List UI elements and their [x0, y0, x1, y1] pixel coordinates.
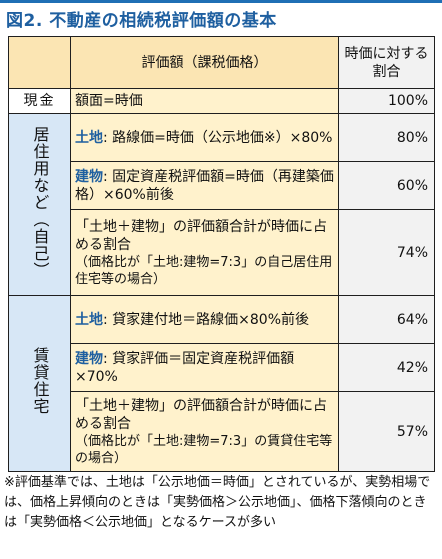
rent-total-description: 「土地＋建物」の評価額合計が時価に占める割合 （価格比が「土地:建物=7:3」の…	[70, 391, 339, 472]
category-rent: 賃貸住宅	[8, 295, 71, 472]
rent-total-row: 「土地＋建物」の評価額合計が時価に占める割合 （価格比が「土地:建物=7:3」の…	[9, 391, 435, 472]
rent-land-ratio: 64%	[338, 295, 435, 344]
home-building-text: : 固定資産税評価額=時価（再建築価格）×60%前後	[75, 168, 334, 203]
header-valuation: 評価額（課税価格）	[70, 36, 339, 89]
home-land-row: 居住用など（自己） 土地: 路線価=時価（公示地価※）×80% 80%	[8, 113, 435, 296]
home-total-note: （価格比が「土地:建物=7:3」の自己居住用住宅等の場合）	[75, 254, 333, 287]
rent-land-text: : 貸家建付地＝路線価×80%前後	[103, 311, 310, 328]
cash-row: 現金 額面=時価 100%	[8, 88, 435, 114]
rent-land-description: 土地: 貸家建付地＝路線価×80%前後	[70, 295, 339, 344]
rent-land-row: 賃貸住宅 土地: 貸家建付地＝路線価×80%前後 64%	[8, 295, 435, 472]
home-land-ratio: 80%	[338, 113, 435, 162]
home-building-ratio: 60%	[338, 161, 435, 210]
header-corner-cell	[8, 36, 71, 89]
rent-total-note: （価格比が「土地:建物=7:3」の賃貸住宅等の場合）	[75, 433, 333, 466]
home-total-text: 「土地＋建物」の評価額合計が時価に占める割合	[75, 218, 327, 253]
home-total-ratio: 74%	[338, 209, 435, 296]
valuation-table: 評価額（課税価格） 時価に対する割合 現金 額面=時価 100% 居住用など（自…	[8, 36, 435, 472]
rent-land-label: 土地	[75, 311, 103, 328]
home-total-description: 「土地＋建物」の評価額合計が時価に占める割合 （価格比が「土地:建物=7:3」の…	[70, 209, 339, 296]
cash-ratio: 100%	[338, 88, 435, 114]
home-building-description: 建物: 固定資産税評価額=時価（再建築価格）×60%前後	[70, 161, 339, 210]
header-ratio: 時価に対する割合	[338, 36, 435, 89]
cash-description: 額面=時価	[70, 88, 339, 114]
rent-building-text: : 貸家評価＝固定資産税評価額×70%	[75, 350, 295, 385]
category-home: 居住用など（自己）	[8, 113, 71, 296]
rent-building-description: 建物: 貸家評価＝固定資産税評価額×70%	[70, 343, 339, 392]
home-land-text: : 路線価=時価（公示地価※）×80%	[103, 129, 333, 146]
category-home-label: 居住用など（自己）	[30, 125, 50, 279]
category-rent-label: 賃貸住宅	[30, 347, 50, 415]
footnote: ※評価基準では、土地は「公示地価＝時価」とされているが、実勢相場では、価格上昇傾…	[4, 475, 431, 530]
category-cash: 現金	[8, 88, 71, 114]
home-land-label: 土地	[75, 129, 103, 146]
home-land-description: 土地: 路線価=時価（公示地価※）×80%	[70, 113, 339, 162]
rent-building-ratio: 42%	[338, 343, 435, 392]
header-row: 評価額（課税価格） 時価に対する割合	[8, 36, 435, 89]
home-total-row: 「土地＋建物」の評価額合計が時価に占める割合 （価格比が「土地:建物=7:3」の…	[9, 209, 435, 296]
rent-building-row: 建物: 貸家評価＝固定資産税評価額×70% 42%	[9, 343, 435, 392]
figure-title: 図2. 不動産の相続税評価額の基本	[0, 0, 442, 33]
home-building-row: 建物: 固定資産税評価額=時価（再建築価格）×60%前後 60%	[9, 161, 435, 210]
home-building-label: 建物	[75, 168, 103, 185]
rent-total-text: 「土地＋建物」の評価額合計が時価に占める割合	[75, 397, 327, 432]
rent-total-ratio: 57%	[338, 391, 435, 472]
rent-building-label: 建物	[75, 350, 103, 367]
